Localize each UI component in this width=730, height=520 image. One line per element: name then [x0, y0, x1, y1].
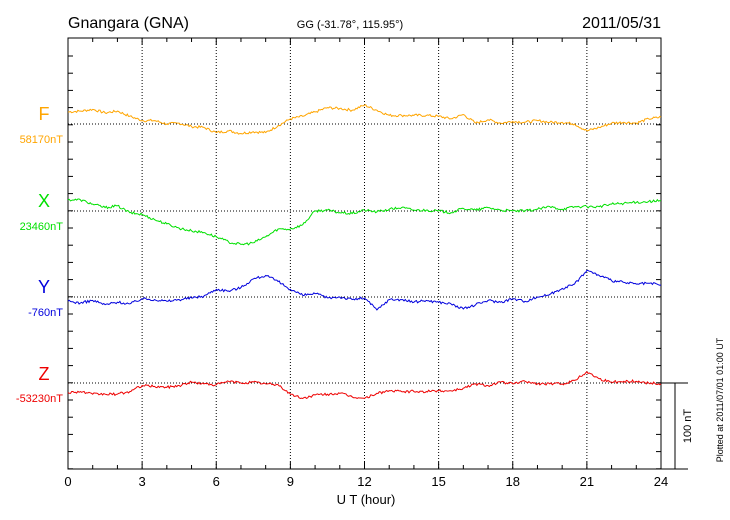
component-label-Z: Z: [39, 364, 50, 384]
baseline-value-Z: -53230nT: [16, 393, 63, 405]
plot-date: 2011/05/31: [582, 15, 661, 32]
x-tick-label-21: 21: [580, 474, 594, 489]
scale-bar: 100 nT: [660, 382, 694, 470]
component-label-X: X: [38, 191, 50, 211]
station-coordinates: GG (-31.78°, 115.95°): [297, 19, 403, 31]
plotted-timestamp: Plotted at 2011/07/01 01:00 UT: [715, 337, 725, 462]
component-label-Y: Y: [38, 277, 50, 297]
x-tick-label-18: 18: [506, 474, 520, 489]
x-tick-label-15: 15: [431, 474, 445, 489]
baseline-value-Y: -760nT: [28, 307, 63, 319]
station-title: Gnangara (GNA): [68, 15, 189, 32]
x-axis-label: U T (hour): [337, 492, 396, 507]
series-line-F: [67, 104, 662, 135]
x-tick-label-9: 9: [287, 474, 294, 489]
x-tick-label-12: 12: [357, 474, 371, 489]
series-line-Y: [67, 269, 662, 311]
series-line-Z: [67, 371, 662, 400]
series-line-X: [67, 198, 662, 246]
baseline-value-X: 23460nT: [20, 221, 64, 233]
x-tick-label-0: 0: [64, 474, 71, 489]
baseline-value-F: 58170nT: [20, 134, 64, 146]
component-label-F: F: [39, 104, 50, 124]
scale-bar-label: 100 nT: [682, 409, 694, 444]
plot-area: 0 3 6 9 12 15 18 21 24 F 58170nT X 23460nT Y -760nT Z -5…: [16, 37, 668, 489]
x-tick-label-24: 24: [654, 474, 668, 489]
x-tick-label-3: 3: [139, 474, 146, 489]
x-tick-label-6: 6: [213, 474, 220, 489]
